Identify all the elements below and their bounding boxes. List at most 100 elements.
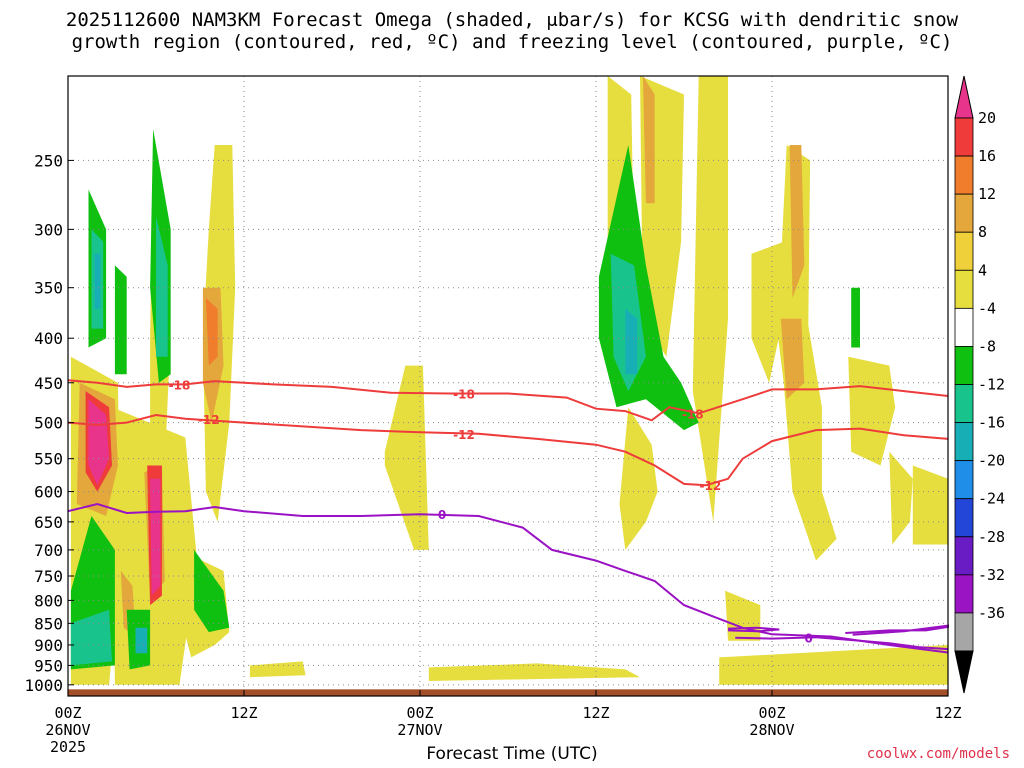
contour-label: 0 xyxy=(804,632,812,646)
y-tick-label: 450 xyxy=(34,374,63,393)
omega-region xyxy=(150,478,161,596)
colorbar-label: -8 xyxy=(978,337,996,355)
omega-region xyxy=(889,451,913,545)
x-tick-label: 26NOV xyxy=(45,721,90,739)
omega-region xyxy=(428,663,640,681)
y-tick-label: 600 xyxy=(34,483,63,502)
omega-region xyxy=(789,145,805,299)
colorbar-label: -12 xyxy=(978,376,1005,394)
colorbar-label: -4 xyxy=(978,299,996,317)
colorbar-label: 16 xyxy=(978,147,996,165)
contour--18 xyxy=(67,379,949,422)
y-tick-label: 500 xyxy=(34,414,63,433)
omega-region xyxy=(848,356,896,466)
grid-lines xyxy=(67,76,949,696)
colorbar-top-arrow xyxy=(954,75,974,119)
contour-label: -12 xyxy=(198,413,220,427)
colorbar-swatch xyxy=(954,193,974,233)
x-tick-label: 00Z xyxy=(406,704,433,722)
omega-region xyxy=(70,609,112,666)
omega-region xyxy=(94,253,101,309)
contour-label: -12 xyxy=(700,479,722,493)
y-tick-label: 250 xyxy=(34,151,63,170)
y-tick-label: 350 xyxy=(34,279,63,298)
colorbar-label: -36 xyxy=(978,604,1005,622)
y-tick-label: 300 xyxy=(34,220,63,239)
chart-title-line-1: 2025112600 NAM3KM Forecast Omega (shaded… xyxy=(65,9,959,31)
omega-region xyxy=(692,76,728,522)
contour-0d xyxy=(845,624,949,636)
contour-0c xyxy=(735,636,949,651)
y-tick-label: 850 xyxy=(34,614,63,633)
colorbar-swatch xyxy=(954,612,974,652)
colorbar-swatch xyxy=(954,346,974,385)
terrain-bar xyxy=(68,689,948,696)
chart-title-line-2: growth region (contoured, red, ºC) and f… xyxy=(71,31,953,53)
colorbar-swatch xyxy=(954,498,974,538)
y-tick-label: 900 xyxy=(34,636,63,655)
y-tick-label: 650 xyxy=(34,513,63,532)
y-tick-label: 550 xyxy=(34,450,63,469)
colorbar-swatch xyxy=(954,384,974,423)
omega-region xyxy=(912,465,948,545)
omega-region xyxy=(135,627,148,654)
x-tick-label: 27NOV xyxy=(397,721,442,739)
colorbar-swatch xyxy=(954,117,974,157)
colorbar-label: -24 xyxy=(978,490,1005,508)
contour-label: 0 xyxy=(438,508,446,522)
contour-lines: -18 -18 -18 -12 -12 -12 0 0 xyxy=(67,378,949,654)
y-tick-label: 700 xyxy=(34,541,63,560)
x-tick-label: 12Z xyxy=(582,704,609,722)
omega-region xyxy=(88,399,110,486)
omega-region xyxy=(156,216,168,357)
colorbar-label: -16 xyxy=(978,414,1005,432)
y-tick-label: 800 xyxy=(34,591,63,610)
colorbar-swatch xyxy=(954,269,974,309)
omega-region xyxy=(851,287,860,348)
colorbar-label: 8 xyxy=(978,223,987,241)
omega-region xyxy=(249,661,306,678)
contour-label: -18 xyxy=(169,378,191,392)
omega-region xyxy=(194,549,230,633)
omega-region xyxy=(719,645,948,685)
colorbar-swatch xyxy=(954,155,974,195)
colorbar-label: -28 xyxy=(978,528,1005,546)
omega-region xyxy=(205,298,218,366)
x-tick-label: 00Z xyxy=(758,704,785,722)
omega-region xyxy=(725,590,761,641)
contour-0b xyxy=(727,626,780,633)
plot-frame xyxy=(67,75,949,697)
y-tick-label: 400 xyxy=(34,329,63,348)
omega-shading xyxy=(70,76,948,685)
omega-region xyxy=(619,407,658,550)
x-tick-label: 12Z xyxy=(230,704,257,722)
ground-strip xyxy=(68,689,948,696)
colorbar-bottom-arrow xyxy=(954,650,974,694)
x-tick-label: 28NOV xyxy=(749,721,794,739)
colorbar-swatch xyxy=(954,422,974,462)
colorbar-label: 20 xyxy=(978,109,996,127)
contour--12 xyxy=(67,413,949,487)
omega-region xyxy=(114,265,127,375)
y-axis: 250 300 350 400 450 500 550 600 650 700 750 800 850 9… xyxy=(24,151,74,695)
contour-0 xyxy=(67,502,949,654)
x-axis-title: Forecast Time (UTC) xyxy=(426,744,598,764)
omega-region xyxy=(751,241,790,383)
colorbar-label: -20 xyxy=(978,452,1005,470)
contour-label: -18 xyxy=(682,407,704,421)
colorbar-swatch xyxy=(954,231,974,271)
y-tick-label: 1000 xyxy=(24,676,63,695)
colorbar: 20 16 12 8 4 -4 -8 -12 -16 -20 -24 -28 -32 -36 xyxy=(954,75,1005,694)
colorbar-swatch xyxy=(954,574,974,614)
contour-label: -12 xyxy=(453,428,475,442)
omega-region xyxy=(384,365,429,550)
colorbar-label: 12 xyxy=(978,185,996,203)
x-tick-label: 12Z xyxy=(934,704,961,722)
contour-label: -18 xyxy=(453,388,475,402)
y-tick-label: 950 xyxy=(34,656,63,675)
omega-region xyxy=(780,318,805,400)
site-credit: coolwx.com/models xyxy=(866,746,1010,762)
colorbar-label: 4 xyxy=(978,261,987,279)
